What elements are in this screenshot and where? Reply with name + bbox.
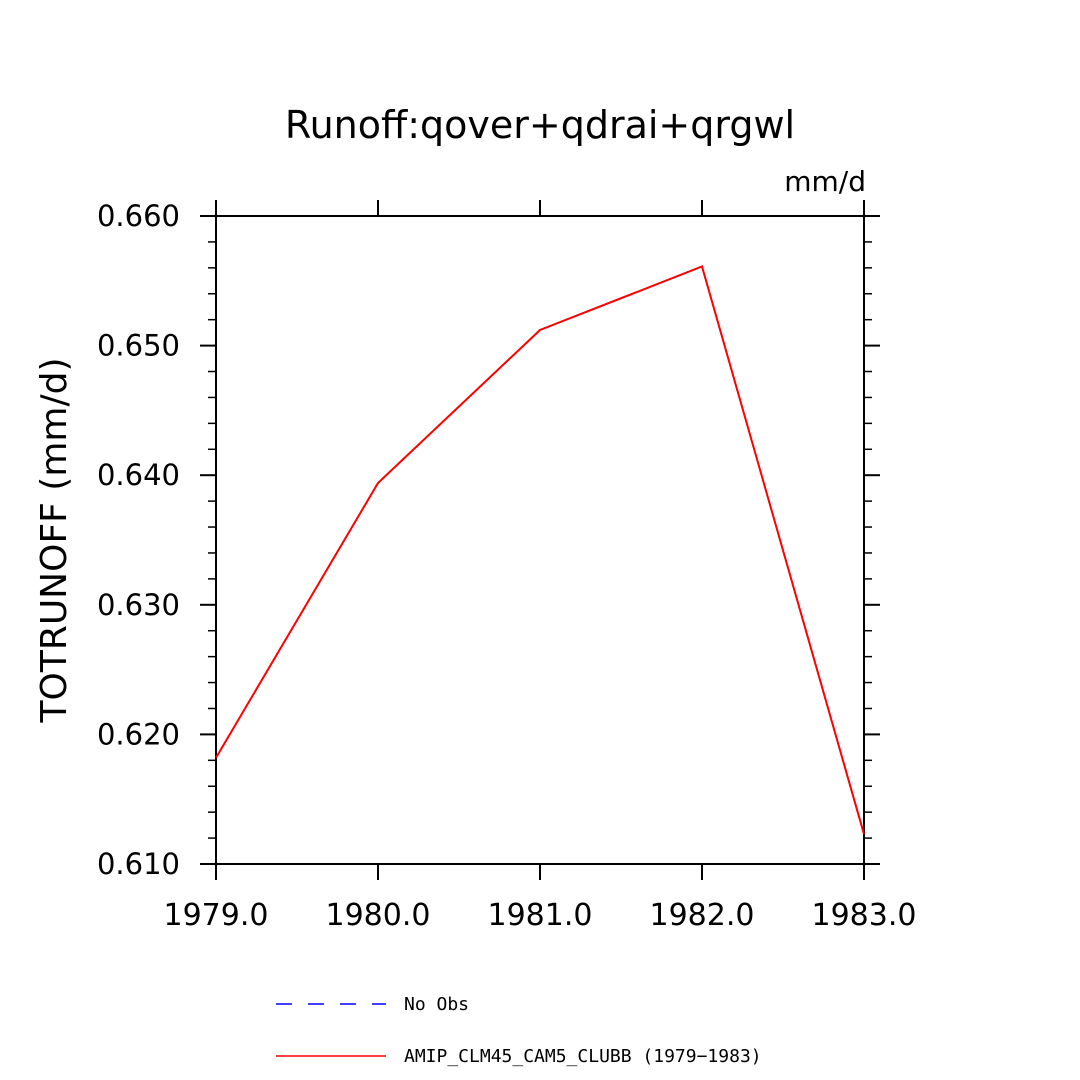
axis-ticks	[200, 200, 880, 880]
x-tick-label: 1982.0	[650, 898, 755, 933]
y-axis-label: TOTRUNOFF (mm/d)	[34, 357, 75, 723]
plot-frame	[215, 215, 865, 865]
y-tick-label: 0.640	[97, 458, 180, 492]
legend-label-amip: AMIP_CLM45_CAM5_CLUBB (1979−1983)	[404, 1046, 762, 1067]
y-tick-label: 0.610	[97, 847, 180, 881]
series-lines	[215, 265, 865, 835]
x-tick-label: 1983.0	[812, 898, 917, 933]
y-tick-label: 0.660	[97, 199, 180, 233]
y-tick-label: 0.620	[97, 717, 180, 751]
series-line-0	[215, 265, 865, 835]
y-tick-label: 0.650	[97, 329, 180, 363]
units-label: mm/d	[784, 165, 866, 198]
x-tick-label: 1979.0	[164, 898, 269, 933]
legend: No Obs AMIP_CLM45_CAM5_CLUBB (1979−1983)	[276, 994, 762, 1067]
tick-labels: 0.610 0.620 0.630 0.640 0.650 0.660 1979.0 1980…	[97, 199, 917, 933]
x-tick-label: 1980.0	[326, 898, 431, 933]
chart-title: Runoff:qover+qdrai+qrgwl	[285, 103, 795, 147]
x-tick-label: 1981.0	[488, 898, 593, 933]
y-tick-label: 0.630	[97, 588, 180, 622]
legend-label-no-obs: No Obs	[404, 994, 469, 1015]
